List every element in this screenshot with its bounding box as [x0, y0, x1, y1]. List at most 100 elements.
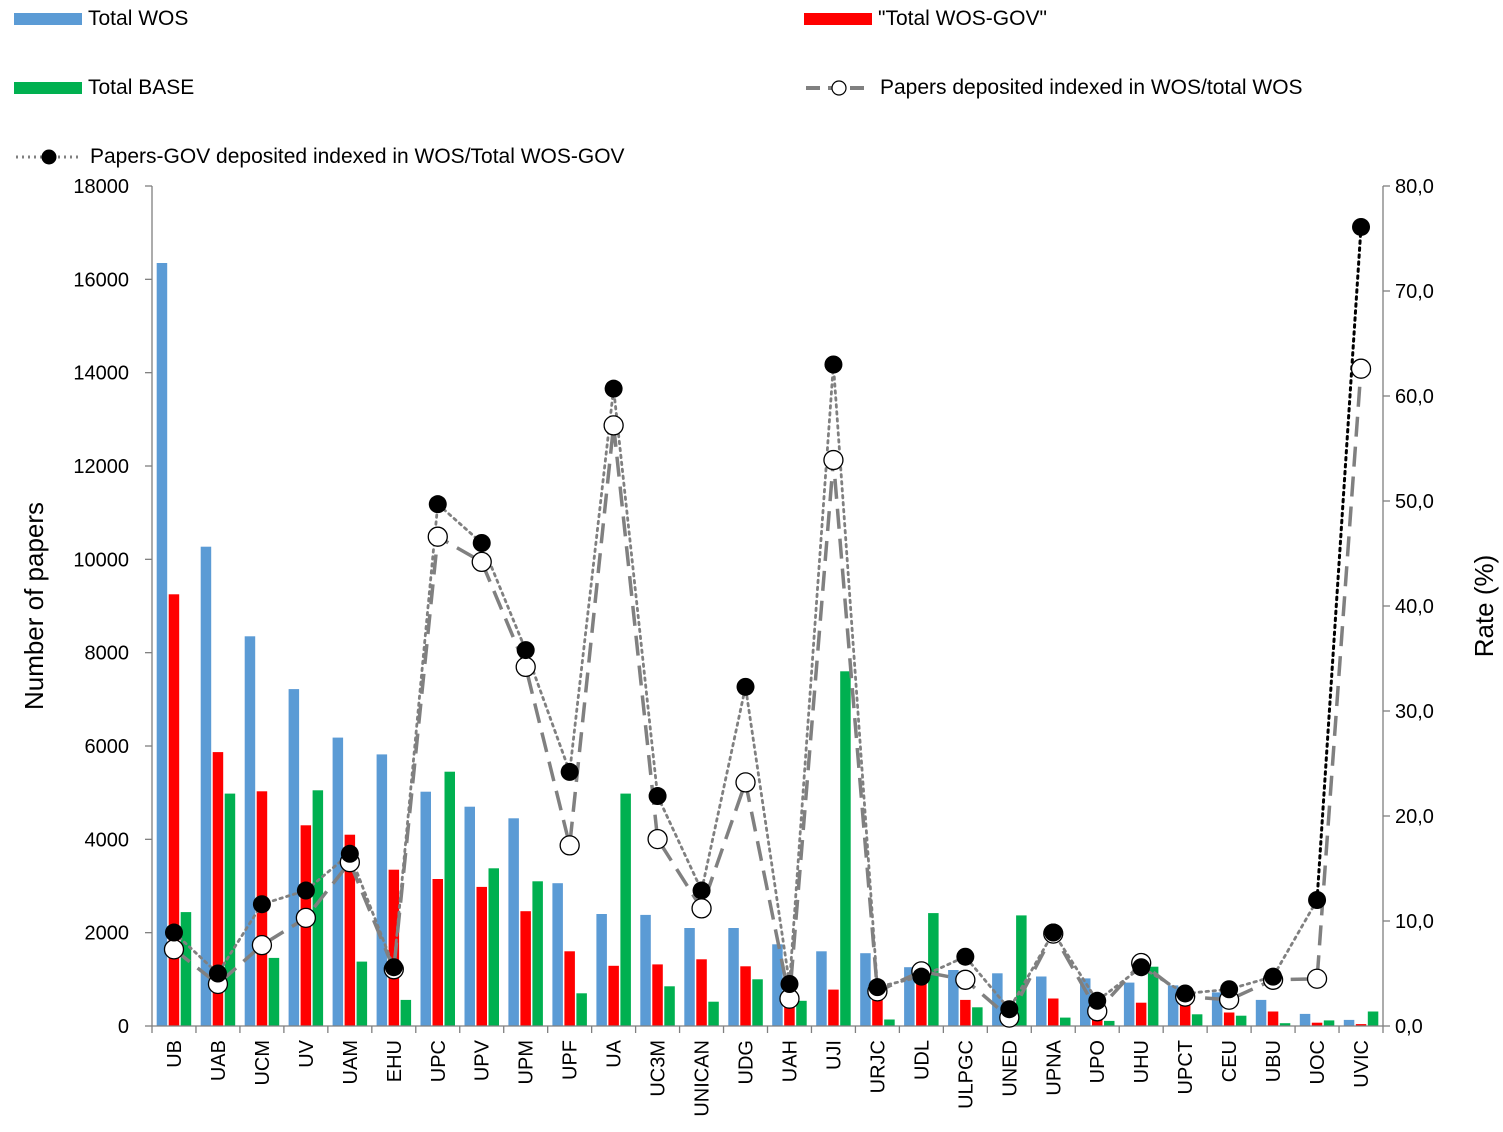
x-category-label: EHU — [384, 1040, 406, 1082]
marker-rate-gov — [384, 958, 403, 977]
legend-swatch-rate-all — [806, 80, 872, 96]
bar-total-wos-gov — [1355, 1024, 1367, 1026]
bar-total-base — [312, 790, 324, 1026]
y-tick-label-right: 20,0 — [1395, 806, 1434, 828]
x-category-label: UAB — [208, 1040, 230, 1081]
legend-label-rate-gov: Papers-GOV deposited indexed in WOS/Tota… — [90, 145, 625, 168]
marker-rate-all — [1350, 358, 1372, 379]
bar-total-base — [1104, 1020, 1115, 1026]
bar-total-wos — [1167, 985, 1179, 1026]
bar-total-wos — [376, 754, 388, 1026]
legend-item-total-wos: Total WOS — [14, 6, 188, 32]
bar-total-wos — [420, 791, 431, 1026]
bar-total-wos-gov-series — [168, 594, 1367, 1026]
marker-rate-gov — [956, 947, 975, 966]
x-category-label: UDL — [911, 1040, 933, 1080]
marker-rate-gov — [428, 495, 447, 514]
bar-total-wos-gov — [520, 911, 531, 1026]
x-category-label: UPC — [428, 1040, 450, 1082]
bar-total-wos — [244, 636, 256, 1026]
marker-rate-gov — [164, 923, 183, 942]
x-category-label: ULPGC — [955, 1040, 977, 1109]
bar-total-base — [1191, 1014, 1203, 1026]
bar-total-base — [1060, 1017, 1071, 1026]
legend-swatch-total-base — [14, 82, 82, 94]
bar-total-base — [620, 793, 631, 1026]
marker-rate-all — [955, 969, 976, 990]
marker-rate-all — [559, 835, 580, 856]
bar-total-wos — [332, 737, 344, 1026]
bar-total-base — [180, 912, 192, 1026]
marker-rate-gov — [340, 844, 359, 863]
x-category-label: UPF — [560, 1040, 582, 1080]
marker-rate-all — [471, 551, 492, 573]
bar-total-wos — [1299, 1013, 1311, 1026]
bar-total-base — [972, 1007, 983, 1026]
bar-total-base — [1367, 1011, 1379, 1026]
y-tick-label-left: 8000 — [85, 643, 130, 665]
marker-rate-gov — [1044, 923, 1063, 942]
bar-total-base-series — [180, 671, 1379, 1026]
x-category-label: UNED — [999, 1040, 1021, 1097]
legend-label-total-base: Total BASE — [88, 76, 195, 99]
x-category-label: UAM — [340, 1040, 362, 1084]
marker-rate-gov — [648, 787, 667, 806]
bar-total-wos-gov — [432, 879, 443, 1026]
bar-total-base — [444, 771, 455, 1026]
y-tick-label-right: 80,0 — [1395, 176, 1434, 198]
x-category-label: UPO — [1087, 1040, 1109, 1083]
bar-total-wos-gov — [1267, 1011, 1279, 1026]
y-tick-label-left: 10000 — [73, 549, 129, 571]
x-category-label: UPNA — [1043, 1039, 1065, 1095]
marker-rate-gov — [1176, 984, 1195, 1003]
bar-total-wos-gov — [784, 993, 795, 1026]
bar-total-base — [752, 979, 763, 1026]
bar-total-base — [224, 793, 236, 1026]
bar-total-base — [400, 999, 412, 1026]
bar-total-base — [356, 961, 368, 1026]
y-axis-title-left: Number of papers — [19, 502, 49, 710]
y-tick-label-left: 4000 — [85, 829, 130, 851]
bar-total-wos-gov — [476, 886, 487, 1026]
bar-total-wos-gov — [388, 869, 400, 1026]
marker-rate-gov — [560, 762, 579, 781]
bar-total-wos-gov — [344, 834, 356, 1026]
x-category-label: UOC — [1307, 1040, 1329, 1084]
y-tick-label-right: 10,0 — [1395, 911, 1434, 933]
marker-rate-gov — [296, 881, 315, 900]
y-tick-label-right: 0,0 — [1395, 1016, 1423, 1038]
bar-total-wos-gov — [1179, 1001, 1191, 1026]
legend-item-rate-all: Papers deposited indexed in WOS/total WO… — [804, 75, 1303, 101]
bar-total-wos — [772, 944, 783, 1026]
y-tick-label-left: 2000 — [85, 923, 130, 945]
bar-total-wos — [728, 928, 739, 1026]
bar-total-base — [488, 868, 499, 1026]
x-category-label: UNICAN — [692, 1040, 714, 1117]
marker-rate-gov — [780, 975, 799, 993]
legend-label-total-wos: Total WOS — [88, 7, 189, 30]
x-category-label: UV — [296, 1039, 318, 1067]
y-tick-label-right: 30,0 — [1395, 701, 1434, 723]
x-category-label: UC3M — [648, 1040, 670, 1097]
marker-rate-gov — [1132, 958, 1151, 977]
x-category-label: UPM — [516, 1040, 538, 1084]
bar-total-wos — [288, 689, 300, 1026]
bar-total-base — [928, 913, 939, 1026]
line-rate-gov — [172, 363, 1319, 1011]
bar-total-base — [884, 1019, 895, 1026]
bar-total-wos-gov — [1135, 1002, 1147, 1026]
bar-total-wos-gov — [960, 999, 971, 1026]
bar-total-wos — [1343, 1019, 1355, 1026]
bar-total-wos-gov — [696, 959, 707, 1026]
bar-total-wos-gov — [916, 984, 927, 1026]
y-axis-title-right: Rate (%) — [1469, 555, 1499, 658]
bar-total-wos — [200, 546, 212, 1026]
bar-total-wos-gov — [1048, 998, 1059, 1026]
bar-total-base — [268, 957, 280, 1026]
y-tick-label-left: 16000 — [73, 269, 129, 291]
bar-total-base — [1279, 1023, 1291, 1026]
bar-total-wos — [464, 806, 475, 1026]
bar-total-wos — [948, 970, 959, 1026]
x-category-label: UVIC — [1351, 1040, 1373, 1088]
bar-total-wos — [640, 914, 651, 1026]
